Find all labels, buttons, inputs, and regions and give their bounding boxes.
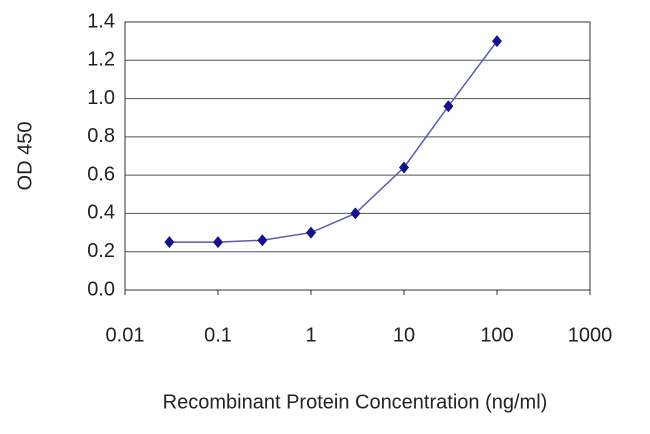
x-tick-label: 100 xyxy=(480,324,513,346)
data-point xyxy=(492,35,502,48)
x-tick-label: 0.01 xyxy=(106,324,145,346)
y-tick-label: 0.6 xyxy=(87,163,115,185)
y-tick-label: 1.4 xyxy=(87,10,115,32)
data-point xyxy=(164,236,175,249)
data-point xyxy=(350,207,361,220)
data-point xyxy=(399,161,409,174)
y-tick-label: 1.2 xyxy=(87,49,115,71)
data-point xyxy=(213,236,223,249)
data-point xyxy=(257,234,268,247)
x-axis-title: Recombinant Protein Concentration (ng/ml… xyxy=(163,391,548,413)
y-tick-label: 0.2 xyxy=(87,240,115,262)
y-axis-title: OD 450 xyxy=(14,122,36,191)
y-tick-label: 0.0 xyxy=(87,278,115,300)
plot-frame xyxy=(124,21,591,291)
data-point xyxy=(306,226,316,239)
x-tick-label: 1 xyxy=(305,324,316,346)
y-tick-label: 0.4 xyxy=(87,202,115,224)
fit-line xyxy=(169,40,498,243)
data-point xyxy=(443,100,454,113)
x-tick-label: 1000 xyxy=(568,324,613,346)
x-tick-label: 0.1 xyxy=(204,324,232,346)
y-tick-label: 0.8 xyxy=(87,125,115,147)
x-tick-label: 10 xyxy=(393,324,415,346)
y-tick-label: 1.0 xyxy=(87,87,115,109)
